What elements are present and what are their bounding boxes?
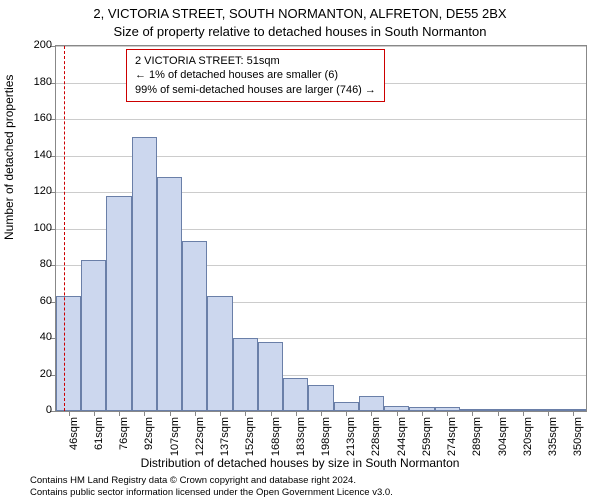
x-tick-label: 274sqm bbox=[446, 417, 458, 457]
histogram-bar bbox=[485, 409, 510, 411]
x-tick-mark bbox=[321, 411, 322, 416]
histogram-bar bbox=[207, 296, 232, 411]
gridline bbox=[56, 46, 586, 47]
x-tick-label: 244sqm bbox=[396, 417, 408, 457]
histogram-bar bbox=[561, 409, 586, 411]
x-axis-label: Distribution of detached houses by size … bbox=[0, 456, 600, 470]
annotation-line: 99% of semi-detached houses are larger (… bbox=[135, 83, 376, 97]
x-tick-mark bbox=[220, 411, 221, 416]
histogram-bar bbox=[435, 407, 460, 411]
x-tick-mark bbox=[144, 411, 145, 416]
y-tick-label: 160 bbox=[34, 112, 52, 124]
annotation-line: ← 1% of detached houses are smaller (6) bbox=[135, 68, 376, 82]
histogram-bar bbox=[106, 196, 131, 411]
x-tick-mark bbox=[397, 411, 398, 416]
x-tick-label: 107sqm bbox=[169, 417, 181, 457]
y-tick-label: 120 bbox=[34, 185, 52, 197]
histogram-bar bbox=[182, 241, 207, 411]
chart-title-line2: Size of property relative to detached ho… bbox=[0, 24, 600, 39]
x-tick-label: 46sqm bbox=[68, 417, 80, 457]
x-tick-label: 304sqm bbox=[497, 417, 509, 457]
x-tick-mark bbox=[170, 411, 171, 416]
x-tick-mark bbox=[498, 411, 499, 416]
property-marker-line bbox=[64, 46, 65, 411]
x-tick-label: 335sqm bbox=[547, 417, 559, 457]
footer-attribution: Contains HM Land Registry data © Crown c… bbox=[0, 475, 600, 498]
y-tick-label: 80 bbox=[40, 258, 52, 270]
chart-title-line1: 2, VICTORIA STREET, SOUTH NORMANTON, ALF… bbox=[0, 6, 600, 21]
x-tick-label: 289sqm bbox=[471, 417, 483, 457]
y-tick-label: 140 bbox=[34, 149, 52, 161]
x-tick-label: 183sqm bbox=[295, 417, 307, 457]
y-tick-label: 200 bbox=[34, 39, 52, 51]
x-tick-mark bbox=[296, 411, 297, 416]
histogram-bar bbox=[283, 378, 308, 411]
plot-area: 2 VICTORIA STREET: 51sqm← 1% of detached… bbox=[55, 45, 587, 412]
histogram-bar bbox=[334, 402, 359, 411]
histogram-bar bbox=[233, 338, 258, 411]
x-tick-mark bbox=[548, 411, 549, 416]
x-tick-label: 61sqm bbox=[93, 417, 105, 457]
x-tick-mark bbox=[573, 411, 574, 416]
annotation-box: 2 VICTORIA STREET: 51sqm← 1% of detached… bbox=[126, 49, 385, 102]
histogram-bar bbox=[384, 406, 409, 411]
footer-line2: Contains public sector information licen… bbox=[30, 487, 600, 498]
histogram-bar bbox=[157, 177, 182, 411]
x-tick-mark bbox=[69, 411, 70, 416]
histogram-bar bbox=[56, 296, 81, 411]
histogram-bar bbox=[510, 409, 535, 411]
x-tick-label: 122sqm bbox=[194, 417, 206, 457]
x-tick-label: 228sqm bbox=[370, 417, 382, 457]
histogram-bar bbox=[460, 409, 485, 411]
x-tick-label: 92sqm bbox=[143, 417, 155, 457]
x-tick-mark bbox=[447, 411, 448, 416]
annotation-line: 2 VICTORIA STREET: 51sqm bbox=[135, 54, 376, 68]
x-tick-mark bbox=[195, 411, 196, 416]
x-tick-mark bbox=[472, 411, 473, 416]
x-tick-label: 320sqm bbox=[522, 417, 534, 457]
y-axis-label: Number of detached properties bbox=[2, 75, 16, 240]
histogram-bar bbox=[536, 409, 561, 411]
x-tick-mark bbox=[245, 411, 246, 416]
x-tick-mark bbox=[119, 411, 120, 416]
x-tick-label: 76sqm bbox=[118, 417, 130, 457]
chart-container: 2, VICTORIA STREET, SOUTH NORMANTON, ALF… bbox=[0, 0, 600, 500]
y-tick-label: 0 bbox=[46, 404, 52, 416]
x-tick-label: 259sqm bbox=[421, 417, 433, 457]
x-tick-label: 213sqm bbox=[345, 417, 357, 457]
x-tick-mark bbox=[523, 411, 524, 416]
histogram-bar bbox=[258, 342, 283, 411]
y-tick-label: 60 bbox=[40, 295, 52, 307]
y-tick-label: 180 bbox=[34, 76, 52, 88]
y-tick-label: 40 bbox=[40, 331, 52, 343]
x-tick-mark bbox=[422, 411, 423, 416]
y-tick-label: 20 bbox=[40, 368, 52, 380]
x-tick-mark bbox=[94, 411, 95, 416]
x-tick-label: 137sqm bbox=[219, 417, 231, 457]
x-tick-label: 350sqm bbox=[572, 417, 584, 457]
x-tick-mark bbox=[271, 411, 272, 416]
histogram-bar bbox=[359, 396, 384, 411]
x-tick-mark bbox=[371, 411, 372, 416]
footer-line1: Contains HM Land Registry data © Crown c… bbox=[30, 475, 600, 486]
histogram-bar bbox=[132, 137, 157, 411]
histogram-bar bbox=[308, 385, 333, 411]
x-tick-label: 168sqm bbox=[270, 417, 282, 457]
y-tick-label: 100 bbox=[34, 222, 52, 234]
x-tick-mark bbox=[346, 411, 347, 416]
histogram-bar bbox=[81, 260, 106, 411]
histogram-bar bbox=[409, 407, 434, 411]
gridline bbox=[56, 119, 586, 120]
x-tick-label: 152sqm bbox=[244, 417, 256, 457]
x-tick-label: 198sqm bbox=[320, 417, 332, 457]
